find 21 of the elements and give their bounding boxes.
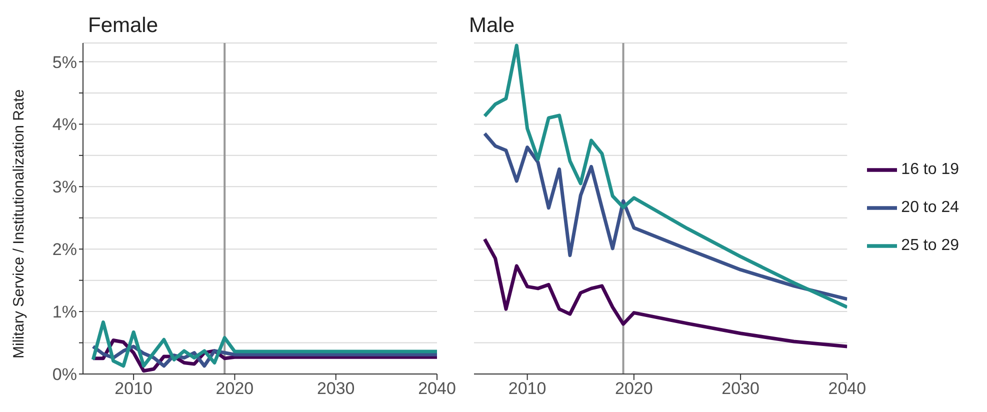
- x-tick-label: 2010: [114, 379, 152, 398]
- x-tick-label: 2030: [316, 379, 355, 398]
- legend-label: 25 to 29: [901, 237, 959, 254]
- legend-label: 20 to 24: [901, 199, 959, 216]
- chart-title: Male: [469, 14, 515, 38]
- y-tick-label: 3%: [52, 178, 77, 197]
- x-tick-label: 2020: [216, 379, 254, 398]
- x-tick-label: 2030: [722, 379, 760, 398]
- line-series: [91, 320, 437, 368]
- chart-title: Female: [88, 14, 158, 38]
- x-tick-label: 2040: [418, 379, 456, 398]
- legend-label: 16 to 19: [901, 161, 959, 178]
- x-tick-label: 2020: [615, 379, 653, 398]
- y-axis-title: Military Service / Institutionalization Rate: [10, 89, 28, 358]
- y-tick-label: 5%: [52, 52, 77, 72]
- y-tick-label: 1%: [52, 302, 77, 322]
- y-tick-label: 2%: [52, 240, 77, 260]
- y-tick-label: 4%: [52, 115, 77, 134]
- x-tick-label: 2040: [828, 379, 866, 398]
- x-tick-label: 2010: [508, 379, 546, 398]
- y-tick-label: 0%: [52, 365, 77, 384]
